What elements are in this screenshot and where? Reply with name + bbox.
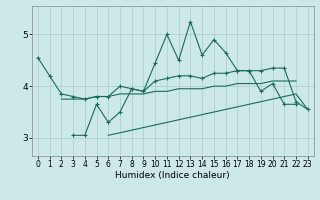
X-axis label: Humidex (Indice chaleur): Humidex (Indice chaleur) [116,171,230,180]
